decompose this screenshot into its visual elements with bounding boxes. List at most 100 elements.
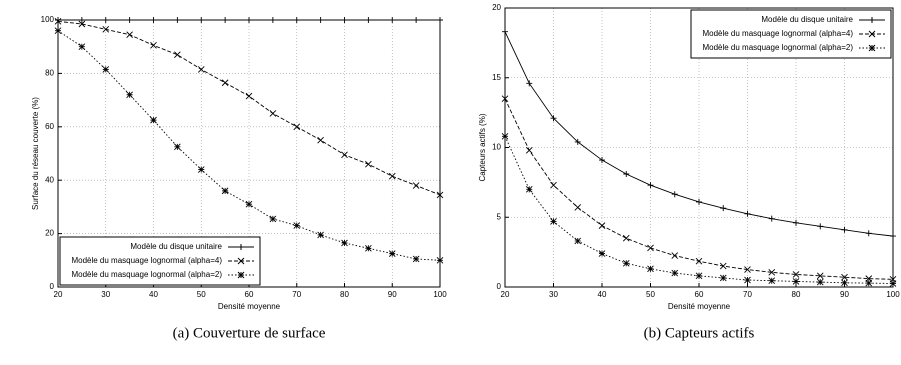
point-marker bbox=[792, 278, 800, 285]
y-axis-label: Surface du réseau couverte (%) bbox=[31, 97, 40, 210]
point-marker bbox=[598, 222, 606, 229]
point-marker bbox=[550, 181, 557, 189]
point-marker bbox=[574, 204, 582, 211]
point-marker bbox=[647, 182, 654, 189]
point-marker bbox=[671, 191, 678, 198]
point-marker bbox=[412, 255, 420, 263]
legend-box bbox=[690, 9, 892, 59]
x-tick-label: 50 bbox=[197, 290, 206, 299]
point-marker bbox=[389, 17, 396, 23]
y-tick-label: 60 bbox=[45, 122, 54, 131]
legend-label: Modèle du masquage lognormal (alpha=2) bbox=[702, 43, 853, 52]
point-marker bbox=[150, 116, 157, 124]
point-marker bbox=[598, 250, 606, 257]
point-marker bbox=[55, 17, 61, 23]
point-marker bbox=[816, 272, 824, 280]
x-axis-label: Densité moyenne bbox=[218, 302, 281, 311]
point-marker bbox=[622, 234, 630, 242]
point-marker bbox=[341, 239, 348, 247]
point-marker bbox=[436, 191, 444, 199]
point-marker bbox=[293, 222, 301, 229]
legend-label: Modèle du masquage lognormal (alpha=4) bbox=[702, 29, 853, 38]
x-tick-label: 20 bbox=[501, 290, 510, 299]
point-marker bbox=[198, 17, 205, 23]
x-tick-label: 50 bbox=[646, 290, 655, 299]
point-marker bbox=[317, 17, 324, 23]
point-marker bbox=[341, 151, 348, 159]
point-marker bbox=[174, 17, 181, 23]
point-marker bbox=[501, 95, 509, 102]
y-tick-label: 0 bbox=[497, 282, 502, 291]
x-tick-label: 80 bbox=[792, 290, 801, 299]
point-marker bbox=[78, 43, 86, 51]
point-marker bbox=[388, 172, 396, 180]
point-marker bbox=[841, 226, 848, 233]
legend-label: Modèle du masquage lognormal (alpha=4) bbox=[71, 256, 222, 265]
point-marker bbox=[293, 123, 301, 131]
legend-marker bbox=[237, 257, 245, 265]
x-tick-label: 60 bbox=[695, 290, 704, 299]
point-marker bbox=[550, 115, 557, 122]
point-marker bbox=[126, 91, 133, 99]
point-marker bbox=[744, 276, 751, 284]
x-tick-label: 90 bbox=[840, 290, 849, 299]
point-marker bbox=[245, 92, 253, 100]
point-marker bbox=[293, 17, 300, 23]
point-marker bbox=[623, 171, 630, 178]
point-marker bbox=[647, 244, 654, 252]
legend-marker bbox=[238, 244, 244, 250]
y-tick-label: 10 bbox=[492, 143, 501, 152]
point-marker bbox=[695, 257, 703, 265]
x-tick-label: 70 bbox=[292, 290, 301, 299]
point-marker bbox=[768, 277, 776, 285]
point-marker bbox=[671, 252, 679, 259]
point-marker bbox=[525, 186, 533, 193]
point-marker bbox=[574, 138, 581, 145]
x-tick-label: 100 bbox=[886, 290, 900, 299]
point-marker bbox=[78, 17, 85, 23]
x-tick-label: 60 bbox=[245, 290, 254, 299]
point-marker bbox=[768, 269, 776, 276]
legend-marker bbox=[868, 44, 876, 52]
legend-box bbox=[59, 236, 261, 286]
point-marker bbox=[841, 279, 848, 287]
x-tick-label: 80 bbox=[340, 290, 349, 299]
point-marker bbox=[269, 17, 276, 23]
point-marker bbox=[502, 28, 508, 35]
point-marker bbox=[317, 136, 324, 144]
point-marker bbox=[412, 182, 420, 189]
x-tick-label: 30 bbox=[101, 290, 110, 299]
point-marker bbox=[222, 17, 229, 23]
point-marker bbox=[695, 272, 703, 280]
x-axis-label: Densité moyenne bbox=[668, 302, 731, 311]
legend-label: Modèle du disque unitaire bbox=[130, 242, 222, 251]
point-marker bbox=[341, 17, 348, 23]
x-tick-label: 20 bbox=[54, 290, 63, 299]
point-marker bbox=[720, 205, 727, 212]
point-marker bbox=[865, 279, 873, 287]
point-marker bbox=[719, 274, 727, 282]
point-marker bbox=[768, 215, 775, 222]
point-marker bbox=[54, 18, 62, 25]
point-marker bbox=[126, 17, 133, 23]
point-marker bbox=[388, 250, 396, 257]
legend-marker bbox=[868, 30, 876, 38]
legend-marker bbox=[237, 271, 245, 279]
point-marker bbox=[501, 133, 509, 140]
point-marker bbox=[437, 17, 443, 23]
point-marker bbox=[150, 17, 157, 23]
point-marker bbox=[317, 231, 324, 239]
point-marker bbox=[126, 31, 133, 39]
point-marker bbox=[102, 26, 110, 33]
point-marker bbox=[102, 66, 110, 73]
x-tick-label: 90 bbox=[388, 290, 397, 299]
point-marker bbox=[865, 230, 872, 237]
point-marker bbox=[793, 219, 799, 226]
point-marker bbox=[890, 233, 896, 240]
point-marker bbox=[413, 17, 420, 23]
point-marker bbox=[841, 273, 848, 281]
caption: (a) Couverture de surface bbox=[173, 325, 326, 341]
point-marker bbox=[622, 259, 630, 267]
legend-marker bbox=[869, 17, 875, 23]
